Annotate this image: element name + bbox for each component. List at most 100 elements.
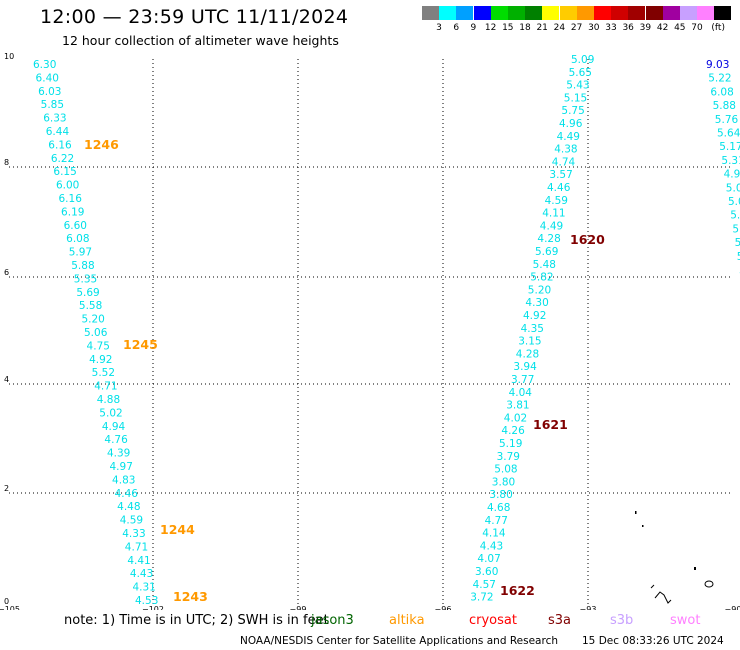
wave-height-value: 5.88 — [713, 100, 736, 112]
legend-label: 6 — [453, 23, 460, 33]
wave-height-value: 5.35 — [74, 273, 97, 285]
wave-height-value: 5.09 — [571, 54, 594, 66]
wave-height-value: 4.11 — [542, 208, 565, 220]
wave-height-value: 4.59 — [545, 195, 568, 207]
pass-time-label: 1621 — [533, 417, 568, 432]
wave-height-value: 4.28 — [537, 233, 560, 245]
legend-label: (ft) — [711, 23, 725, 33]
wave-height-value: 4.31 — [132, 582, 155, 594]
wave-height-value: 6.16 — [48, 139, 72, 151]
wave-height-value: 4.38 — [554, 144, 577, 156]
wave-height-value: 6.33 — [43, 113, 66, 125]
mission-label-altika: altika — [389, 613, 425, 628]
x-tick-label: −102 — [142, 605, 164, 610]
island — [635, 511, 637, 514]
wave-height-value: 4.92 — [89, 354, 112, 366]
wave-height-value: 6.40 — [36, 72, 59, 84]
wave-height-value: 4.71 — [125, 541, 148, 553]
wave-height-value: 5.58 — [79, 300, 102, 312]
island — [642, 525, 644, 527]
x-tick-label: −90 — [725, 605, 740, 610]
pass-time-label: 1244 — [160, 522, 195, 537]
wave-height-value: 4.68 — [487, 502, 510, 514]
wave-height-value: 5.02 — [99, 407, 122, 419]
legend-label: 36 — [622, 23, 634, 33]
legend-swatch — [490, 6, 508, 20]
legend-swatch — [576, 6, 594, 20]
wave-height-value: 5.08 — [494, 464, 517, 476]
wave-height-value: 3.80 — [489, 489, 512, 501]
legend-label: 70 — [691, 23, 703, 33]
wave-height-value: 3.15 — [518, 336, 541, 348]
wave-height-value: 5.88 — [71, 260, 94, 272]
wave-height-value: 6.08 — [710, 86, 733, 98]
legend-swatch — [542, 6, 560, 20]
legend-label: 24 — [553, 23, 566, 33]
legend-label: 15 — [502, 23, 514, 33]
footer-note: note: 1) Time is in UTC; 2) SWH is in fe… — [64, 613, 329, 628]
legend-swatch — [559, 6, 577, 20]
wave-height-value: 5.31 — [721, 155, 740, 167]
wave-height-value: 4.59 — [120, 515, 143, 527]
x-tick-label: −96 — [435, 605, 452, 610]
wave-height-value: 5.0 — [728, 196, 740, 208]
legend-label: 42 — [656, 23, 669, 33]
wave-height-value: 3.81 — [506, 400, 529, 412]
legend-swatch — [594, 6, 611, 20]
legend-label: 33 — [605, 23, 617, 33]
legend-label: 30 — [588, 23, 600, 33]
legend-swatch — [525, 6, 543, 20]
y-tick-label: 8 — [4, 158, 9, 167]
x-tick-label: −93 — [580, 605, 597, 610]
pass-time-label: 1620 — [570, 232, 605, 247]
pass-time-label: 1246 — [84, 137, 119, 152]
wave-height-value: 3.94 — [513, 361, 537, 373]
wave-height-value: 5.17 — [719, 141, 740, 153]
legend-label: 21 — [536, 23, 548, 33]
legend-swatch — [473, 6, 491, 20]
wave-height-value: 4.53 — [135, 595, 158, 607]
wave-height-value: 5.19 — [499, 438, 522, 450]
wave-height-value: 5.20 — [81, 314, 104, 326]
wave-height-value: 4.94 — [102, 421, 126, 433]
legend-label: 9 — [470, 23, 477, 33]
wave-height-value: 6.19 — [61, 206, 84, 218]
legend-label: 39 — [639, 23, 652, 33]
wave-height-value: 6.44 — [46, 126, 70, 138]
y-tick-label: 2 — [4, 484, 9, 493]
mission-label-cryosat: cryosat — [469, 613, 517, 628]
legend-swatch — [714, 6, 732, 20]
y-tick-label: 4 — [4, 375, 9, 384]
wave-height-value: 3.72 — [470, 592, 493, 604]
wave-height-value: 5.06 — [84, 327, 108, 339]
y-tick-label: 10 — [4, 52, 14, 61]
wave-height-value: 4.02 — [504, 412, 527, 424]
wave-height-value: 6.16 — [59, 193, 83, 205]
legend-swatch — [680, 6, 697, 20]
wave-height-value: 5.69 — [535, 246, 558, 258]
wave-height-value: 5.1 — [732, 223, 740, 235]
wave-height-value: 5.1 — [737, 251, 740, 263]
legend-swatch — [508, 6, 525, 20]
mission-label-jason3: jason3 — [311, 613, 354, 628]
wave-height-value: 6.08 — [66, 233, 89, 245]
wave-height-value: 4.88 — [97, 394, 120, 406]
x-tick-label: −99 — [290, 605, 307, 610]
wave-height-value: 5.75 — [561, 105, 584, 117]
pass-time-label: 1243 — [173, 589, 208, 604]
legend-swatch — [611, 6, 629, 20]
wave-height-value: 4.74 — [552, 156, 576, 168]
legend-swatch — [697, 6, 715, 20]
wave-height-value: 3.79 — [497, 451, 520, 463]
pass-time-label: 1245 — [123, 337, 158, 352]
mission-label-s3b: s3b — [610, 613, 634, 628]
wave-height-value: 6.30 — [33, 59, 56, 71]
wave-height-value: 5.43 — [566, 80, 589, 92]
wave-height-value: 4.39 — [107, 448, 130, 460]
island — [704, 580, 714, 588]
wave-height-value: 4.49 — [557, 131, 580, 143]
wave-height-value: 5.82 — [530, 272, 553, 284]
wave-height-value: 4.57 — [473, 579, 496, 591]
wave-height-value: 4.75 — [87, 340, 110, 352]
